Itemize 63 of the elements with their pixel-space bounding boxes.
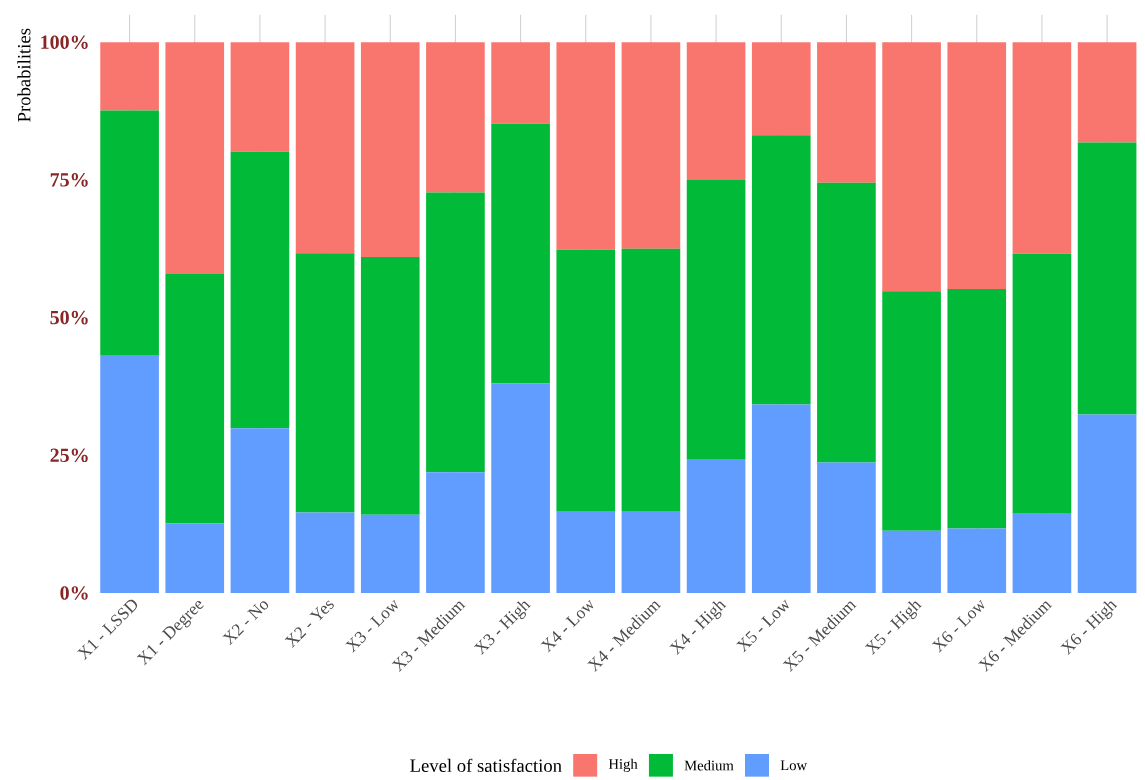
legend-label: Medium — [684, 760, 734, 771]
bar — [817, 462, 876, 593]
bar — [426, 192, 485, 473]
y-tick-label: 75% — [50, 173, 88, 187]
bar — [426, 42, 485, 193]
bar — [751, 135, 811, 405]
bar — [882, 291, 941, 531]
bar — [230, 42, 290, 152]
bar — [1077, 142, 1137, 415]
bar — [360, 42, 420, 257]
bar — [947, 42, 1007, 289]
legend-label: High — [608, 758, 638, 772]
bar — [686, 459, 746, 593]
x-tick-label: X2 - Yes — [284, 600, 334, 648]
bar — [100, 42, 159, 111]
bar — [230, 151, 290, 429]
bar — [295, 253, 355, 513]
bar — [165, 274, 225, 524]
bar — [295, 512, 355, 593]
bar — [686, 179, 746, 460]
y-tick-label: 100% — [41, 35, 88, 49]
bar — [556, 42, 616, 250]
x-tick-label: X2 - No — [222, 601, 269, 646]
bar — [686, 42, 746, 180]
bar — [295, 42, 355, 254]
bar — [491, 42, 550, 124]
bar — [621, 510, 681, 593]
y-tick-label: 50% — [50, 310, 88, 325]
bar — [621, 42, 681, 249]
bar — [426, 472, 485, 593]
bar — [1012, 513, 1072, 593]
bar — [230, 428, 290, 593]
bar — [1077, 42, 1137, 143]
bar — [751, 404, 811, 593]
bar — [360, 514, 420, 593]
legend-label: Low — [780, 760, 808, 771]
bar — [751, 42, 811, 136]
bar — [1077, 414, 1137, 593]
y-axis-title: Probabilities — [17, 28, 31, 122]
y-tick-label: 25% — [50, 448, 88, 463]
bar — [1012, 42, 1072, 254]
y-tick-label: 0% — [60, 586, 88, 600]
bar — [817, 182, 876, 463]
bar — [100, 355, 159, 593]
bar — [947, 528, 1007, 593]
bar — [882, 530, 941, 593]
bar — [882, 42, 941, 292]
bar — [360, 257, 420, 515]
bar — [100, 110, 159, 356]
bar — [165, 42, 225, 275]
bar — [556, 249, 616, 511]
bar — [556, 510, 616, 593]
bar — [817, 42, 876, 183]
bar — [491, 123, 550, 384]
x-tick-label: X3 - Low — [345, 599, 398, 653]
bar — [165, 523, 225, 593]
bar — [621, 248, 681, 511]
bar — [947, 288, 1007, 529]
x-tick-label: X6 - Low — [931, 599, 985, 653]
x-tick-label: X4 - Low — [540, 599, 594, 653]
bar — [1012, 253, 1072, 514]
legend-title: Level of satisfaction — [410, 758, 562, 772]
bar — [491, 383, 550, 593]
